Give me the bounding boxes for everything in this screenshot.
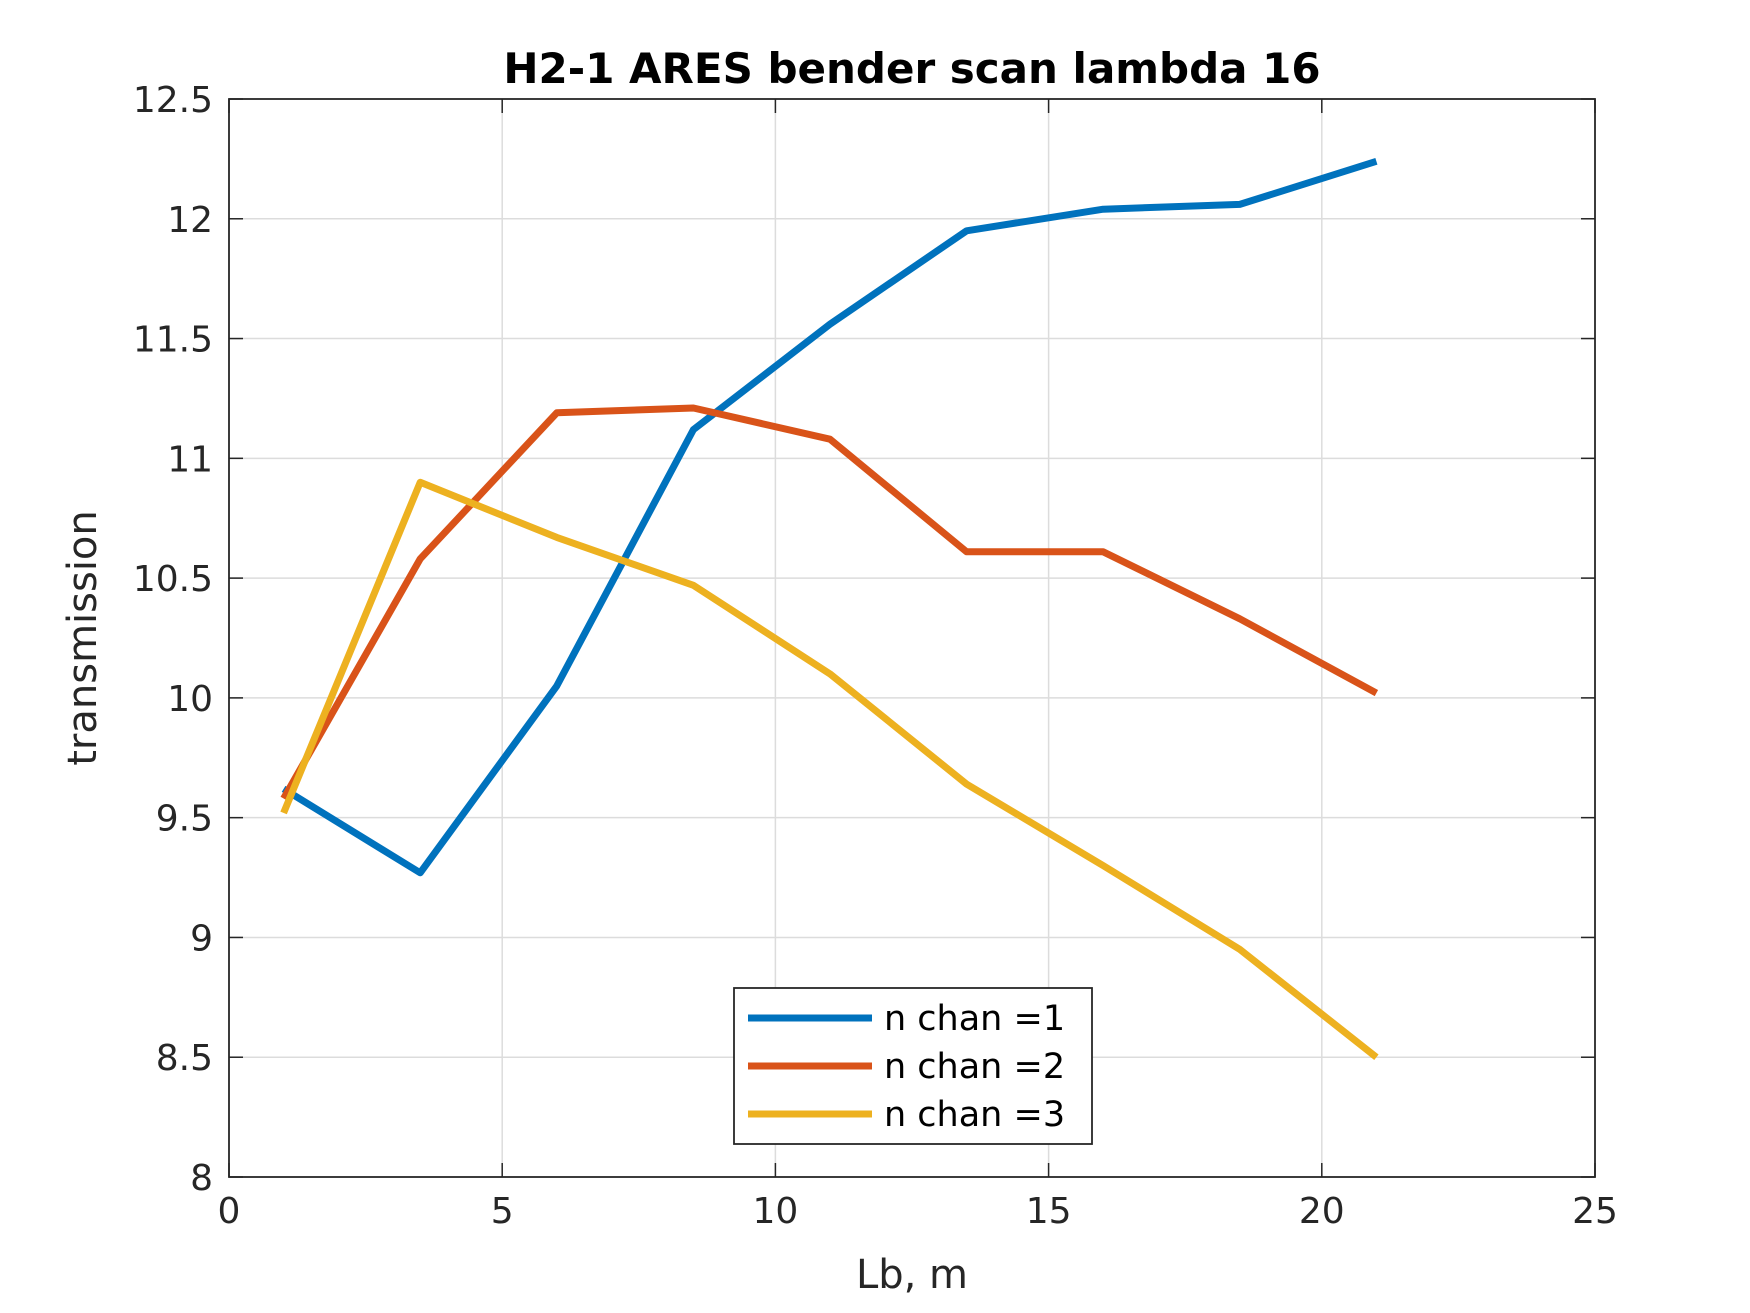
y-tick-label: 9 xyxy=(190,918,213,959)
y-tick-label: 10.5 xyxy=(133,559,213,600)
x-axis-label: Lb, m xyxy=(856,1252,968,1298)
y-tick-label: 12 xyxy=(167,200,213,241)
y-tick-label: 8.5 xyxy=(156,1038,213,1079)
y-tick-label: 11.5 xyxy=(133,320,213,361)
axis-ticks: 0 5 10 15 20 25 8 8.5 9 9.5 10 10.5 11 11.5 12 12.5 xyxy=(133,80,1618,1232)
x-tick-label: 10 xyxy=(752,1191,798,1232)
legend-entry-label: n chan =1 xyxy=(884,999,1065,1039)
series-lines xyxy=(280,157,1379,1060)
y-axis-label: transmission xyxy=(60,510,106,766)
series-line-3 xyxy=(280,478,1379,1060)
x-tick-label: 15 xyxy=(1026,1191,1072,1232)
y-tick-label: 9.5 xyxy=(156,799,213,840)
legend: n chan =1 n chan =2 n chan =3 xyxy=(733,987,1093,1145)
y-tick-label: 11 xyxy=(167,439,213,480)
y-tick-label: 10 xyxy=(167,679,213,720)
legend-entry-label: n chan =3 xyxy=(884,1095,1065,1135)
x-tick-label: 0 xyxy=(218,1191,241,1232)
legend-entry-label: n chan =2 xyxy=(884,1047,1065,1087)
plot-area-frame xyxy=(228,98,1596,1178)
x-tick-label: 20 xyxy=(1299,1191,1345,1232)
chart-title: H2-1 ARES bender scan lambda 16 xyxy=(503,44,1320,93)
series-line-2 xyxy=(280,404,1379,801)
y-tick-label: 12.5 xyxy=(133,80,213,121)
x-tick-label: 5 xyxy=(491,1191,514,1232)
x-tick-label: 25 xyxy=(1572,1191,1618,1232)
y-tick-label: 8 xyxy=(190,1158,213,1199)
series-line-1 xyxy=(281,157,1378,877)
